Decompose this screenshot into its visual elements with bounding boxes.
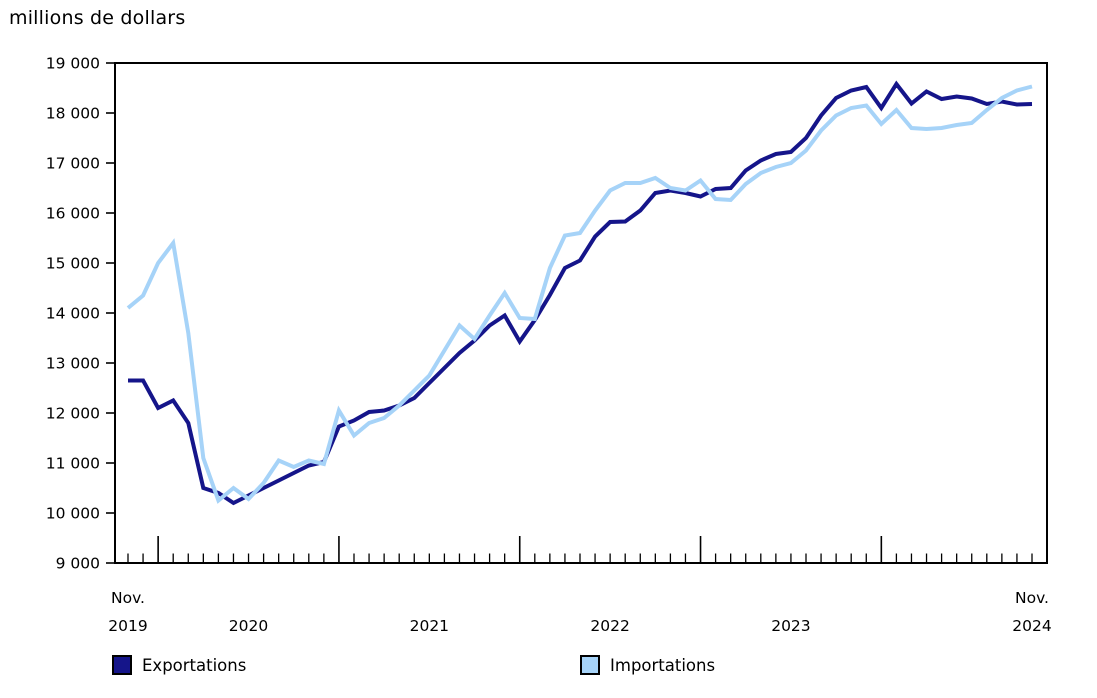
x-axis-label: 2019	[108, 617, 147, 635]
trade-line-chart: 9 000 10 000 11 000 12 000 13 000 14 000 15 00…	[46, 55, 1052, 636]
y-axis-tick-label: 16 000	[46, 205, 100, 223]
y-axis-tick-label: 14 000	[46, 305, 100, 323]
legend-item-exportations: Exportations	[112, 653, 246, 677]
importations-line	[126, 84, 1033, 504]
legend-label-exportations: Exportations	[142, 655, 247, 675]
x-axis-label: 2022	[590, 617, 629, 635]
exportations-line	[128, 80, 1033, 506]
chart-legend: Exportations Importations	[0, 653, 1097, 683]
y-axis-tick-label: 15 000	[46, 255, 100, 273]
x-axis-label: Nov.	[111, 589, 145, 607]
x-axis-label: 2024	[1012, 617, 1051, 635]
x-axis-label: 2021	[410, 617, 449, 635]
y-axis-tick-label: 17 000	[46, 155, 100, 173]
x-axis-label: 2020	[229, 617, 268, 635]
y-axis-tick-label: 11 000	[46, 455, 100, 473]
x-axis-label: 2023	[771, 617, 810, 635]
importations-swatch-icon	[580, 655, 600, 675]
chart-title: millions de dollars	[9, 7, 186, 29]
y-axis-tick-label: 18 000	[46, 105, 100, 123]
y-axis-tick-label: 19 000	[46, 55, 100, 73]
y-axis-tick-label: 10 000	[46, 505, 100, 523]
plot-frame	[114, 62, 1048, 564]
x-axis-label: Nov.	[1015, 589, 1049, 607]
exportations-swatch-icon	[112, 655, 132, 675]
y-axis-tick-label: 12 000	[46, 405, 100, 423]
y-axis-tick-label: 9 000	[56, 555, 100, 573]
legend-item-importations: Importations	[580, 653, 715, 677]
legend-label-importations: Importations	[610, 655, 716, 675]
y-axis-tick-label: 13 000	[46, 355, 100, 373]
